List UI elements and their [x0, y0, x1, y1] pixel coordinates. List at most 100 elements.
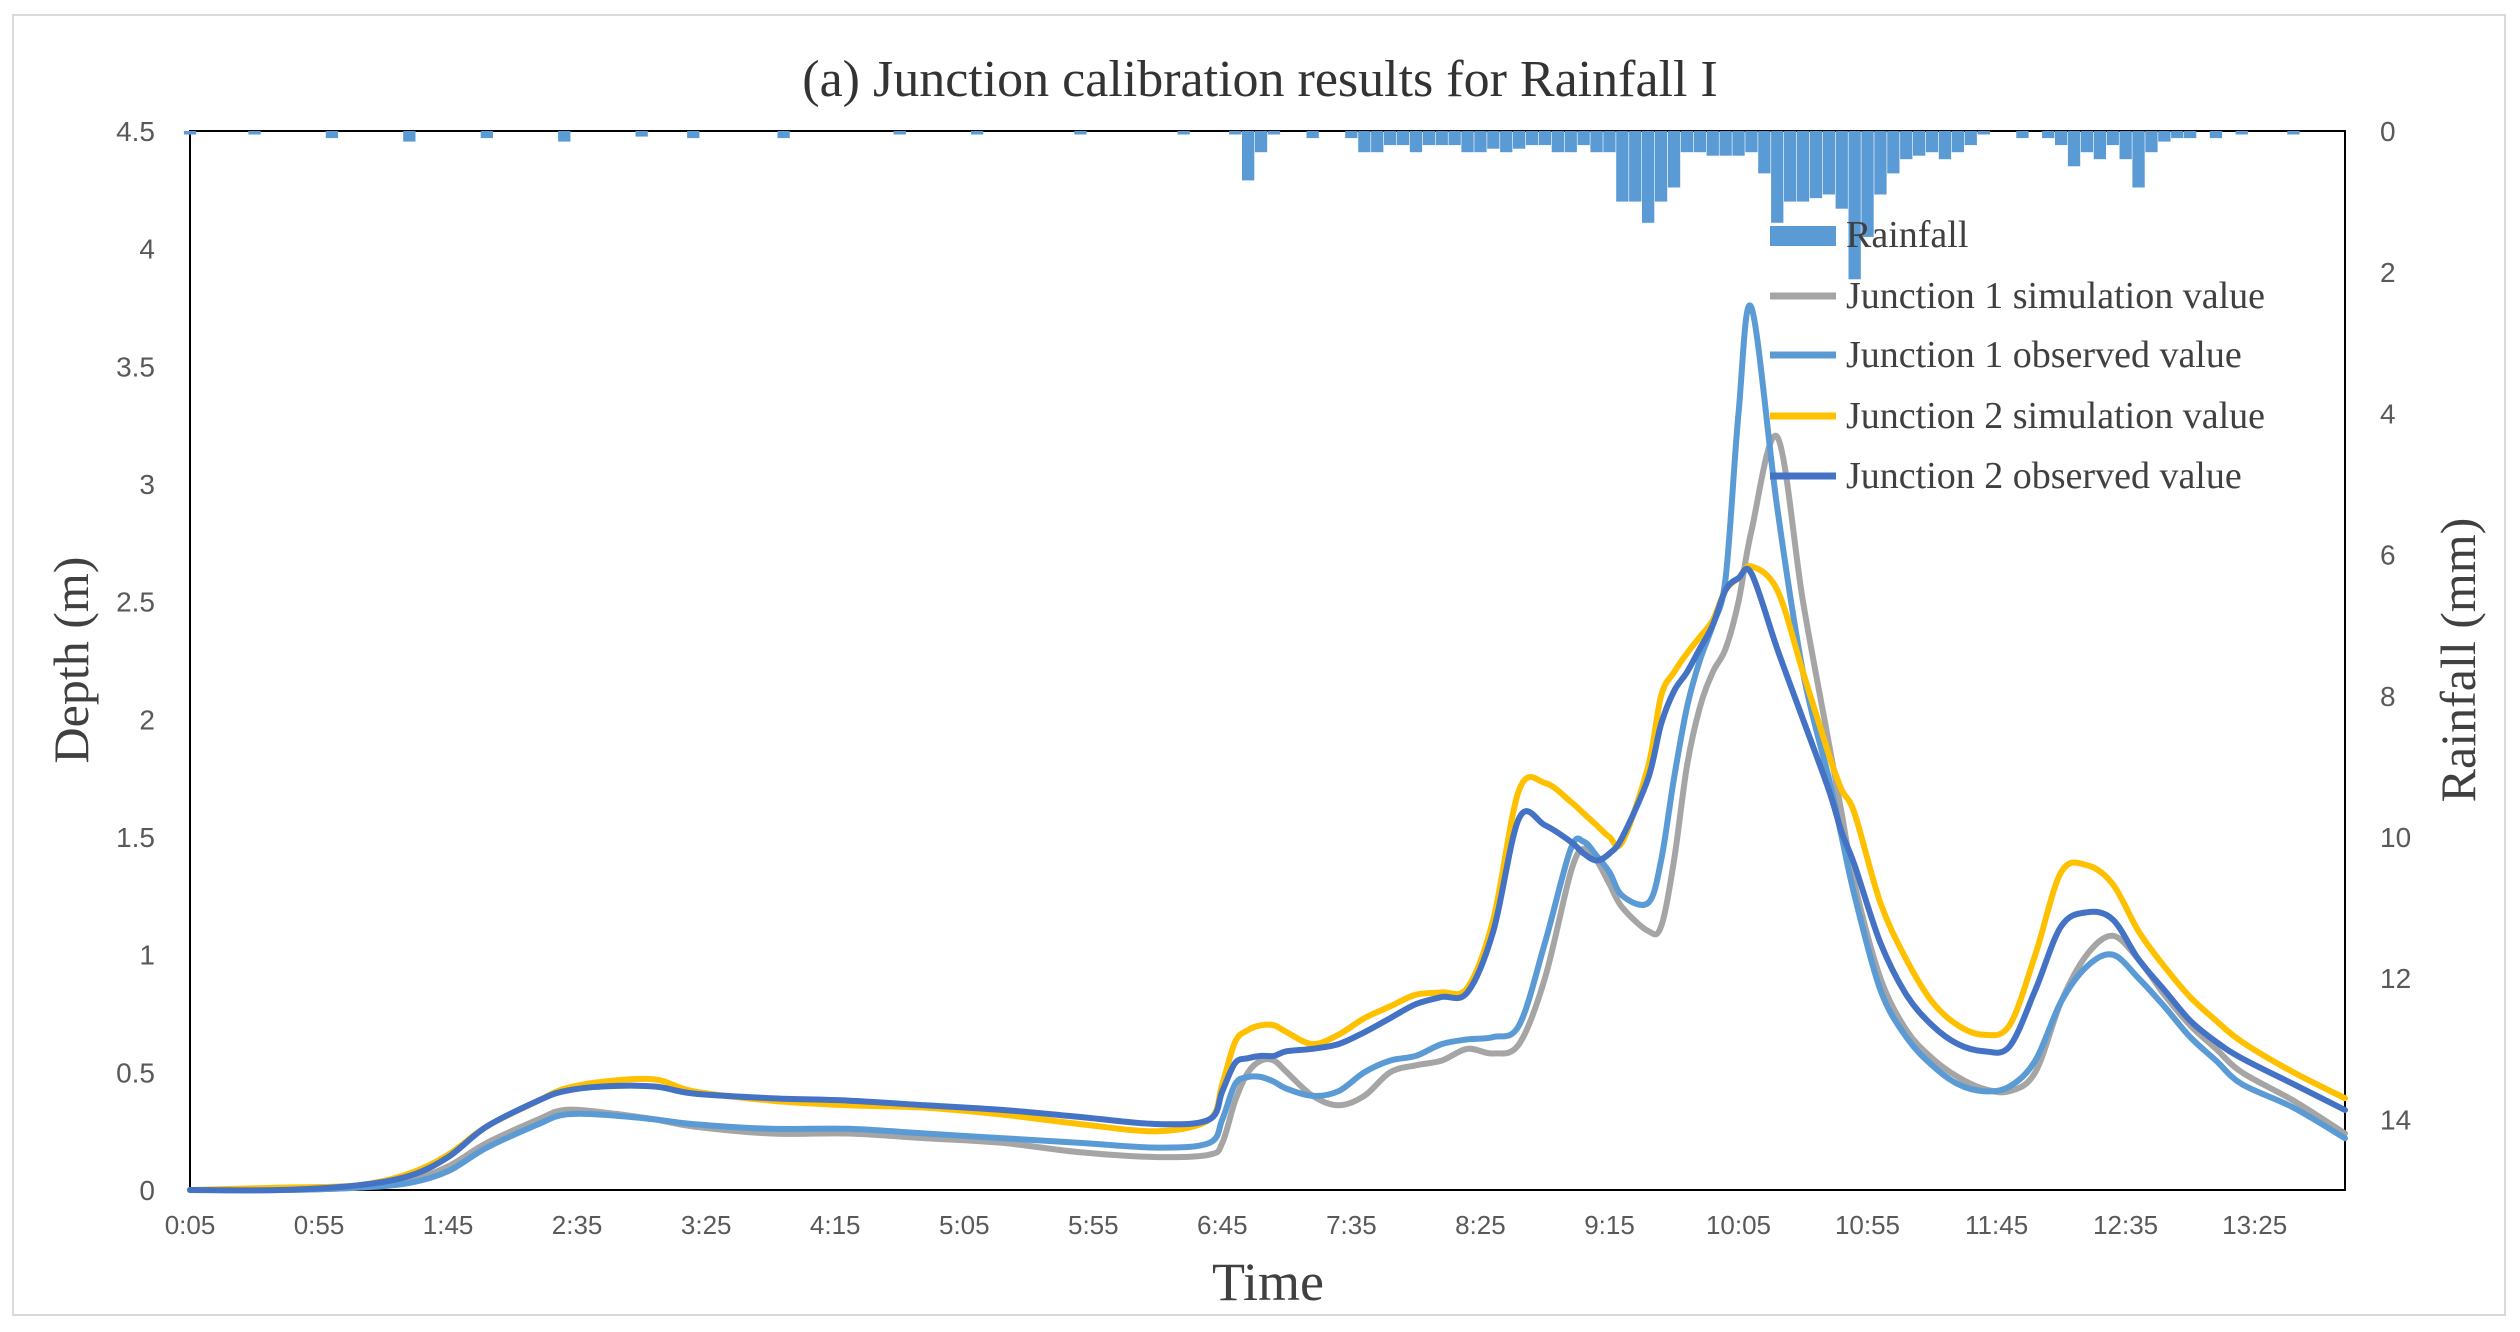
rainfall-bar — [1771, 131, 1784, 223]
y-axis-ticks: 0 0.5 1 1.5 2 2.5 3 3.5 4 4.5 — [116, 116, 155, 1206]
rainfall-bar — [1848, 131, 1861, 280]
x-tick-label: 12:35 — [2093, 1210, 2158, 1240]
y2-tick-label: 4 — [2380, 398, 2396, 429]
rainfall-bar — [1667, 131, 1681, 188]
rainfall-bar — [1693, 131, 1706, 153]
x-tick-label: 5:55 — [1068, 1210, 1119, 1240]
x-tick-label: 7:35 — [1326, 1210, 1377, 1240]
rainfall-bar — [1616, 131, 1629, 202]
y2-tick-label: 12 — [2380, 963, 2411, 994]
rainfall-bar — [183, 131, 197, 135]
rainfall-bar — [2184, 131, 2197, 139]
rainfall-bar — [1461, 131, 1474, 153]
rainfall-bar — [2093, 131, 2106, 160]
rainfall-bar — [1629, 131, 1642, 202]
rainfall-bar — [2119, 131, 2132, 160]
rainfall-bar — [1861, 131, 1874, 237]
rainfall-bar — [1358, 131, 1371, 153]
series-lines — [187, 302, 2348, 1194]
rainfall-bar — [1925, 131, 1939, 153]
x-tick-label: 0:55 — [294, 1210, 345, 1240]
legend-label-j2-sim: Junction 2 simulation value — [1846, 395, 2265, 437]
rainfall-bar — [2106, 131, 2119, 146]
y-tick-label: 4 — [139, 234, 155, 265]
rainfall-bar — [1719, 131, 1732, 156]
rainfall-bar — [687, 131, 700, 139]
rainfall-bar — [1913, 131, 1926, 156]
x-tick-label: 9:15 — [1584, 1210, 1635, 1240]
rainfall-bar — [1422, 131, 1435, 146]
x-tick-label: 10:05 — [1706, 1210, 1771, 1240]
legend-swatch-rainfall — [1770, 226, 1836, 246]
rainfall-bar — [1732, 131, 1745, 156]
rainfall-bar — [1371, 131, 1384, 153]
y2-axis-ticks: 0 2 4 6 8 10 12 14 — [2380, 116, 2411, 1135]
rainfall-bar — [2132, 131, 2145, 188]
y-tick-label: 4.5 — [116, 116, 155, 147]
rainfall-bar — [1577, 131, 1590, 146]
x-tick-label: 1:45 — [423, 1210, 474, 1240]
x-tick-label: 5:05 — [939, 1210, 990, 1240]
series-line-j2_sim — [187, 563, 2348, 1193]
rainfall-bar — [1474, 131, 1487, 153]
y-tick-label: 2 — [139, 704, 155, 735]
y-tick-label: 3 — [139, 469, 155, 500]
rainfall-bar — [1835, 131, 1848, 209]
rainfall-bar — [2067, 131, 2081, 167]
rainfall-bar — [2171, 131, 2184, 139]
rainfall-bar — [1951, 131, 1964, 153]
rainfall-bar — [1900, 131, 1913, 160]
rainfall-bar — [1177, 131, 1190, 135]
rainfall-bar — [1977, 131, 1990, 135]
rainfall-bar — [1254, 131, 1268, 153]
plot-area — [189, 130, 2346, 1191]
rainfall-bar — [1448, 131, 1461, 146]
rainfall-bar — [403, 131, 416, 142]
rainfall-bar — [1564, 131, 1577, 153]
y-tick-label: 3.5 — [116, 351, 155, 382]
legend-label-j1-obs: Junction 1 observed value — [1846, 334, 2242, 376]
x-tick-label: 13:25 — [2222, 1210, 2287, 1240]
y2-tick-label: 2 — [2380, 257, 2396, 288]
rainfall-bar — [2235, 131, 2248, 135]
rainfall-bar — [777, 131, 790, 139]
y-tick-label: 1.5 — [116, 822, 155, 853]
y-tick-label: 2.5 — [116, 587, 155, 618]
rainfall-bar — [1538, 131, 1552, 146]
y2-tick-label: 14 — [2380, 1104, 2411, 1135]
rainfall-bar — [1758, 131, 1771, 174]
y-tick-label: 0 — [139, 1175, 155, 1206]
x-tick-label: 8:25 — [1455, 1210, 1506, 1240]
rainfall-bar — [1345, 131, 1358, 139]
x-tick-label: 6:45 — [1197, 1210, 1248, 1240]
rainfall-bar — [1242, 131, 1255, 181]
rainfall-bar — [1409, 131, 1423, 153]
rainfall-bar — [1396, 131, 1410, 146]
rainfall-bar — [893, 131, 906, 135]
y-axis-label: Depth (m) — [43, 557, 99, 764]
y-tick-label: 1 — [139, 940, 155, 971]
rainfall-bar — [1654, 131, 1668, 202]
x-tick-label: 11:45 — [1965, 1210, 2028, 1240]
x-tick-label: 10:55 — [1835, 1210, 1900, 1240]
x-tick-label: 2:35 — [552, 1210, 603, 1240]
rainfall-bar — [1590, 131, 1603, 153]
rainfall-bar — [1525, 131, 1539, 146]
legend-label-j1-sim: Junction 1 simulation value — [1846, 275, 2265, 317]
y2-axis-label: Rainfall (mm) — [2430, 518, 2486, 803]
rainfall-bar — [2158, 131, 2171, 142]
rainfall-bar — [2209, 131, 2223, 139]
rainfall-bar — [1784, 131, 1797, 202]
rainfall-bar — [2287, 131, 2300, 135]
y2-tick-label: 10 — [2380, 822, 2411, 853]
y2-tick-label: 8 — [2380, 681, 2396, 712]
rainfall-bar — [635, 131, 648, 137]
legend-label-rainfall: Rainfall — [1846, 214, 1968, 256]
rainfall-bar — [1603, 131, 1616, 153]
rainfall-bar — [480, 131, 493, 139]
series-line-j2_obs — [187, 565, 2348, 1194]
x-tick-label: 3:25 — [681, 1210, 732, 1240]
series-line-j1_obs — [187, 302, 2348, 1194]
rainfall-bar — [2055, 131, 2068, 146]
rainfall-bar — [1551, 131, 1564, 153]
